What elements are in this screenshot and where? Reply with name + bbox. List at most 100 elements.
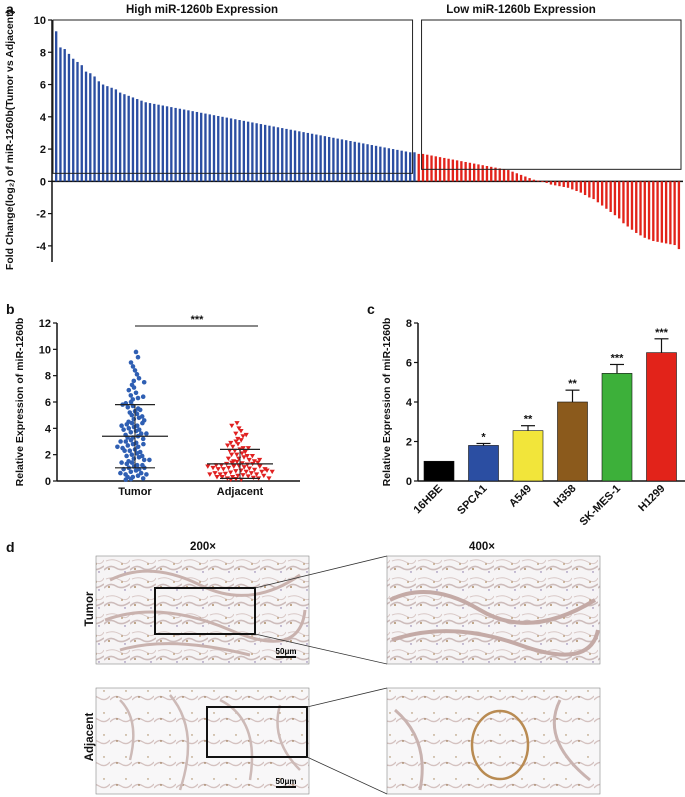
panel-c-bar (646, 352, 677, 482)
panel-a-bar (332, 137, 335, 182)
panel-a-bar (528, 178, 531, 182)
tumor-400x-image (386, 555, 601, 665)
tumor-point (134, 451, 140, 456)
panel-a-bar (293, 130, 297, 182)
adjacent-point (207, 472, 213, 477)
tumor-point (133, 349, 139, 355)
panel-a-bar (426, 154, 429, 182)
tumor-point (136, 376, 142, 381)
tumor-point (130, 441, 136, 447)
tumor-point (123, 439, 129, 444)
adjacent-point (234, 421, 240, 426)
panel-a-bar (421, 153, 425, 182)
panel-a-bar (238, 120, 241, 182)
panel-a-bar (67, 53, 71, 182)
panel-a-bar (566, 181, 570, 188)
panel-a-bar (391, 149, 395, 182)
adjacent-point (246, 466, 252, 471)
panel-a-bar (302, 132, 305, 182)
panel-a-bar (605, 181, 608, 209)
panel-a-bar (622, 181, 625, 224)
panel-a-bar (451, 159, 455, 182)
panel-a-bar (609, 181, 612, 212)
adjacent-tissue-strands (119, 694, 301, 791)
scatter-dot-plot: 0 2 4 6 8 10 12 Tumor Adjacent *** (39, 314, 300, 498)
panel-c-bar (601, 373, 633, 482)
panel-b-xtick-label: Adjacent (217, 486, 264, 498)
adjacent-point (249, 453, 255, 459)
panel-a-label: a (6, 1, 14, 17)
adjacent-point (231, 464, 237, 469)
tumor-point (140, 436, 146, 442)
tumor-point (134, 411, 140, 417)
panel-a-bar (673, 181, 676, 246)
tumor-point (130, 364, 136, 369)
panel-c-ytick-label: 2 (406, 437, 412, 449)
tumor-point (136, 455, 142, 460)
panel-a-bar (579, 181, 582, 193)
panel-a-bar (511, 171, 514, 182)
adjacent-point (266, 476, 272, 481)
tumor-point (133, 390, 139, 396)
tumor-point (140, 420, 145, 426)
panel-a-bar (635, 181, 638, 233)
panel-a-ylabel: Fold Change(log₂) of miR-1260b(Tumor vs … (4, 10, 16, 270)
panel-c-bar (423, 460, 455, 482)
panel-a-bar (264, 124, 267, 182)
panel-a-bar (519, 174, 523, 182)
panel-a-bar (524, 176, 527, 182)
panel-a-bar (626, 181, 629, 227)
adjacent-zoom-line-top (306, 687, 388, 708)
panel-a-bar (285, 128, 288, 182)
panel-c-xtick-label: H1299 (636, 483, 667, 514)
tumor-point (128, 469, 134, 475)
panel-a-ytick-label: 0 (40, 176, 46, 188)
panel-a-bar (229, 118, 233, 182)
panel-a-bar (315, 134, 318, 182)
panel-a-bar (643, 181, 646, 238)
panel-a-ytick-label: 10 (34, 15, 46, 27)
tumor-point (131, 424, 137, 430)
tumor-point (135, 354, 141, 360)
adjacent-point (240, 473, 246, 478)
panel-a-bar (212, 115, 216, 182)
panel-a-bar (477, 164, 480, 182)
tumor-point (133, 428, 139, 434)
high-group-box (52, 19, 414, 174)
tumor-point (147, 457, 152, 463)
tumor-point (128, 476, 134, 482)
panel-b-ytick-label: 12 (39, 318, 51, 330)
panel-a-bar (93, 76, 96, 182)
panel-a-bar (549, 181, 553, 185)
panel-a-bar (306, 132, 309, 182)
panel-a-bar (409, 152, 412, 182)
panel-a-bar (289, 129, 292, 182)
adjacent-point (228, 470, 234, 475)
panel-a-ytick-label: 8 (40, 47, 46, 59)
panel-a-bar (221, 116, 224, 182)
tumor-point (129, 412, 135, 418)
high-expression-label: High miR-1260b Expression (126, 4, 278, 16)
panel-a-bar (157, 104, 160, 182)
adjacent-point (229, 423, 235, 429)
adjacent-point (235, 442, 241, 447)
panel-b-ytick-label: 4 (45, 423, 52, 435)
low-expression-label: Low miR-1260b Expression (446, 4, 596, 16)
panel-a-ytick-label: -4 (36, 241, 47, 253)
adjacent-point (205, 464, 211, 469)
panel-a-bar (370, 145, 373, 182)
tumor-point (129, 452, 135, 457)
panel-a-bar (639, 181, 642, 236)
adjacent-point (235, 436, 241, 442)
panel-a-bar (596, 181, 600, 203)
panel-a-bar (404, 151, 408, 182)
panel-a-bar (127, 95, 130, 182)
adjacent-point (242, 450, 248, 455)
adjacent-point (210, 465, 216, 471)
tumor-point (141, 457, 147, 463)
panel-a-bar (148, 103, 152, 182)
panel-a-bar (588, 181, 591, 198)
panel-a-bar (507, 170, 510, 182)
panel-a-bar (541, 181, 544, 182)
panel-a-ytick-label: 6 (40, 80, 46, 92)
